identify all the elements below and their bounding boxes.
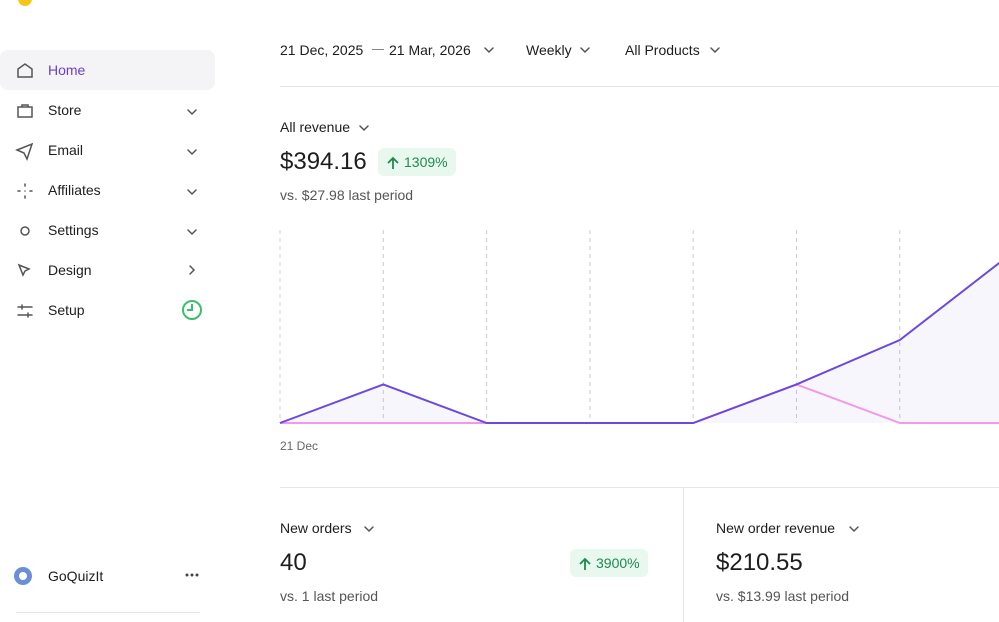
nav-icon — [17, 263, 31, 277]
nav-icon-path — [17, 63, 33, 78]
nav-item[interactable]: Design — [48, 262, 92, 278]
chevron-path — [187, 149, 197, 156]
nav-item[interactable]: Store — [48, 102, 82, 118]
revenue-change: 1309% — [378, 148, 456, 176]
divider — [280, 487, 999, 488]
date-start[interactable]: 21 Dec, 2025 — [280, 42, 364, 58]
revenue-chart: 21 Dec — [279, 230, 999, 453]
chevron — [849, 526, 859, 533]
chevron — [189, 265, 196, 275]
area — [280, 263, 999, 423]
up-arrow-path — [387, 156, 399, 169]
setup-progress — [182, 300, 202, 320]
chevron-path — [484, 47, 494, 54]
chevron — [187, 189, 197, 196]
nav-icon — [17, 104, 33, 118]
card-label[interactable]: New order revenue — [716, 520, 836, 536]
chevron — [187, 229, 197, 236]
chevron — [710, 47, 720, 54]
chevron — [580, 47, 590, 54]
nav-icon — [17, 304, 33, 318]
chevron — [359, 125, 369, 132]
nav-icon-path — [17, 183, 33, 199]
card-value: $210.55 — [716, 549, 803, 576]
nav-icon-path — [20, 226, 30, 236]
nav-icon-path — [17, 263, 31, 277]
logo — [18, 0, 32, 6]
account-logo — [14, 567, 32, 585]
chevron — [484, 47, 494, 54]
card-comparison: vs. 1 last period — [280, 588, 379, 604]
x-tick-label: 21 Dec — [280, 439, 318, 453]
chevron — [364, 526, 374, 533]
divider — [683, 487, 684, 622]
chevron-path — [187, 229, 197, 236]
nav-icon-path — [17, 304, 33, 318]
nav-item[interactable]: Email — [48, 142, 84, 158]
chevron-path — [364, 526, 374, 533]
nav-item[interactable]: Home — [48, 62, 86, 78]
up-arrow-path — [579, 557, 591, 570]
nav-item[interactable]: Settings — [48, 222, 99, 238]
revenue-value: $394.16 — [280, 148, 367, 175]
date-end[interactable]: 21 Mar, 2026 — [389, 42, 471, 58]
card-value: 40 — [280, 549, 307, 576]
card-label[interactable]: New orders — [280, 520, 352, 536]
nav-icon-path — [15, 142, 34, 161]
nav-icon — [15, 142, 34, 161]
nav-icon — [20, 226, 30, 236]
revenue-comparison: vs. $27.98 last period — [280, 187, 414, 203]
divider — [280, 86, 999, 87]
nav-item[interactable]: Affiliates — [48, 182, 101, 198]
up-arrow — [387, 156, 399, 169]
card-comparison: vs. $13.99 last period — [716, 588, 850, 604]
chevron-path — [580, 47, 590, 54]
interval-filter[interactable]: Weekly — [526, 42, 572, 58]
account-name[interactable]: GoQuizIt — [48, 568, 104, 584]
chevron — [187, 149, 197, 156]
product-filter[interactable]: All Products — [625, 42, 700, 58]
chevron-path — [187, 189, 197, 196]
account-menu[interactable] — [185, 573, 199, 577]
divider — [16, 612, 200, 613]
nav-active-bg — [0, 50, 215, 90]
nav-icon — [17, 63, 33, 78]
nav-item[interactable]: Setup — [48, 302, 85, 318]
date-dash — [372, 49, 384, 50]
up-arrow — [579, 557, 591, 570]
chevron-path — [849, 526, 859, 533]
chevron-path — [187, 109, 197, 116]
chevron-path — [189, 265, 196, 275]
chevron-path — [359, 125, 369, 132]
chevron — [187, 109, 197, 116]
nav-icon-path — [17, 104, 33, 118]
line — [279, 261, 999, 424]
chevron-path — [710, 47, 720, 54]
card-change: 3900% — [570, 549, 648, 577]
revenue-label[interactable]: All revenue — [280, 119, 351, 135]
nav-icon — [17, 183, 33, 199]
